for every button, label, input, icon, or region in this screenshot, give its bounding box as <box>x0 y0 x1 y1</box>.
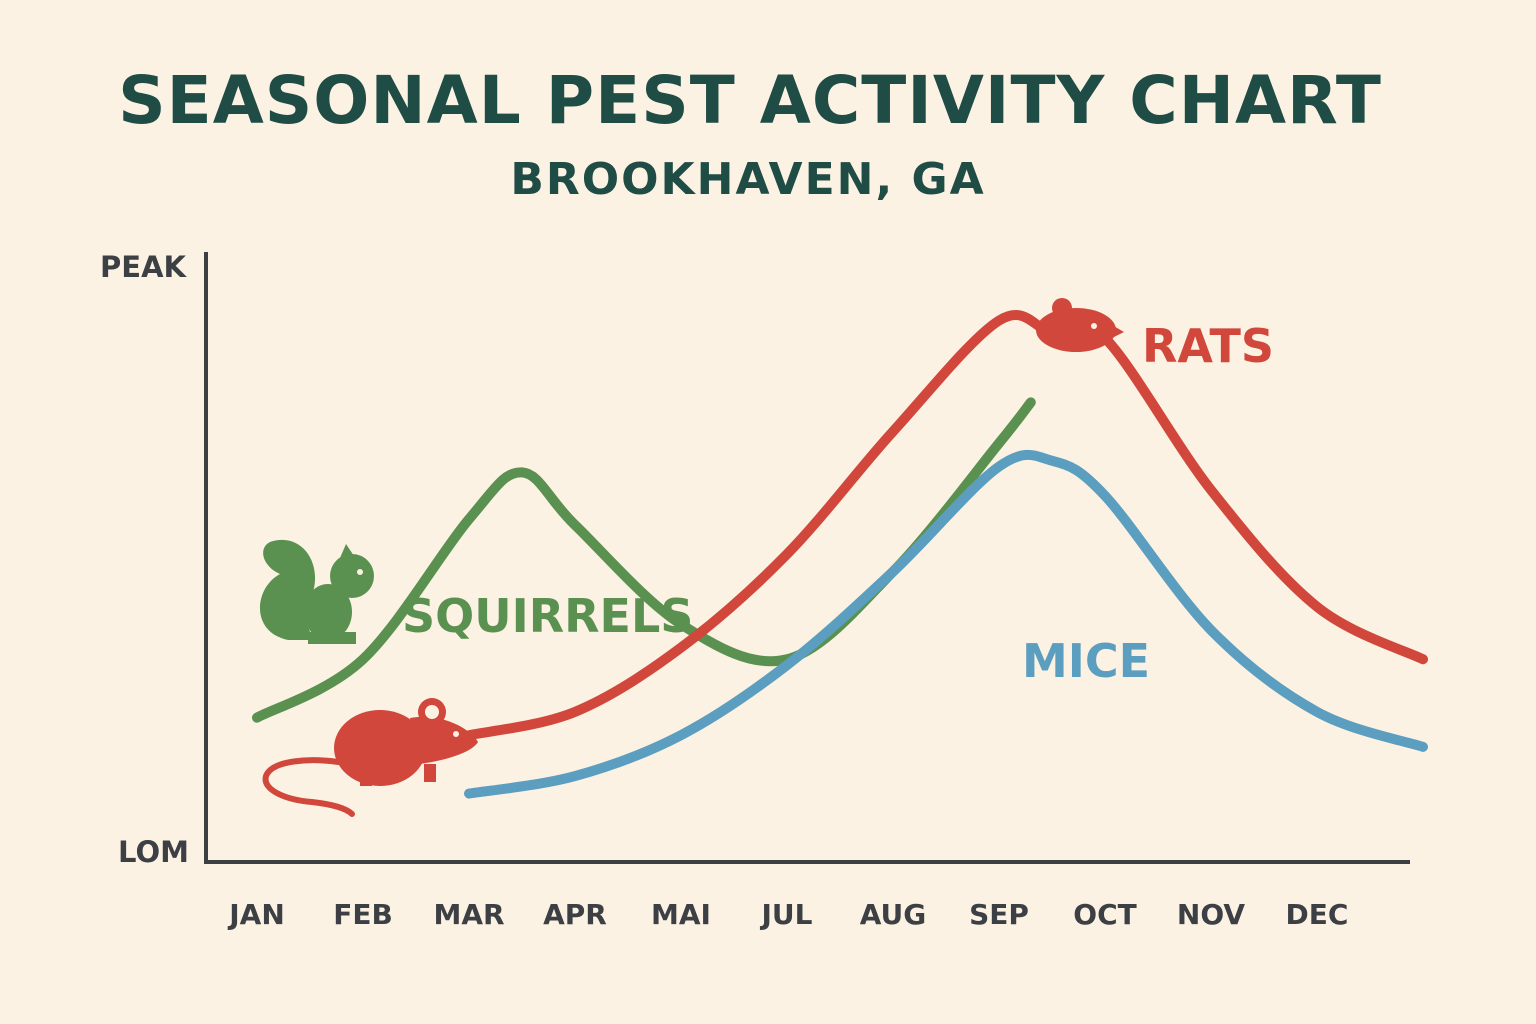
rat-head-icon <box>1036 298 1124 352</box>
x-tick-label: FEB <box>333 898 393 931</box>
series-lines <box>252 310 1428 799</box>
x-tick-label: JUL <box>760 898 813 931</box>
x-tick-labels: JAN FEB MAR APR MAI JUL AUG SEP OCT NOV DEC <box>227 898 1348 931</box>
series-label-rats: RATS <box>1142 319 1274 373</box>
x-tick-label: DEC <box>1286 898 1349 931</box>
x-tick-label: JAN <box>227 898 285 931</box>
x-tick-label: OCT <box>1073 898 1136 931</box>
x-tick-label: AUG <box>860 898 927 931</box>
squirrel-icon <box>259 539 374 644</box>
x-tick-label: NOV <box>1177 898 1245 931</box>
series-line-mice <box>464 449 1428 799</box>
chart-subtitle: BROOKHAVEN, GA <box>510 154 986 205</box>
y-label-peak: PEAK <box>100 250 188 284</box>
series-label-mice: MICE <box>1022 634 1150 688</box>
x-tick-label: MAR <box>433 898 504 931</box>
y-label-low: LOM <box>118 835 189 869</box>
rat-icon <box>262 698 478 817</box>
x-tick-label: SEP <box>969 898 1029 931</box>
series-line-rats <box>464 310 1428 741</box>
chart-title: SEASONAL PEST ACTIVITY CHART <box>118 62 1382 139</box>
series-label-squirrels: SQUIRRELS <box>402 589 693 643</box>
x-tick-label: APR <box>543 898 607 931</box>
x-tick-label: MAI <box>651 898 711 931</box>
